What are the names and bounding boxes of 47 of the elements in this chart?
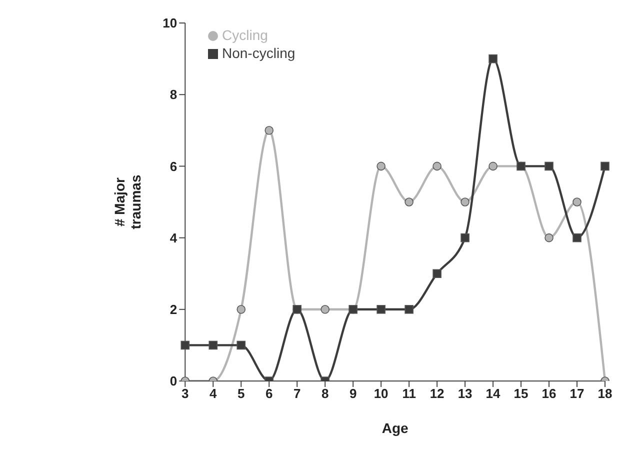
- point: [376, 162, 386, 171]
- point: [236, 340, 246, 350]
- y-tick-label: 0: [170, 374, 178, 389]
- point: [404, 305, 414, 314]
- x-tick-label: 10: [374, 386, 388, 402]
- x-tick-label: 14: [486, 386, 502, 402]
- y-tick-label: 8: [170, 87, 178, 102]
- point: [236, 305, 246, 314]
- point: [320, 305, 330, 314]
- x-tick-label: 6: [265, 386, 273, 402]
- point: [208, 340, 218, 350]
- y-axis-title: # Major traumas: [111, 174, 144, 230]
- x-tick-label: 9: [349, 386, 357, 402]
- point: [180, 340, 190, 350]
- x-tick-label: 18: [598, 386, 612, 402]
- point: [432, 269, 442, 278]
- x-tick-label: 17: [570, 386, 584, 402]
- x-axis-title: Age: [382, 420, 409, 436]
- x-tick-label: 15: [514, 386, 528, 402]
- x-tick-label: 11: [402, 386, 416, 402]
- legend-label: Cycling: [222, 27, 268, 43]
- point: [572, 198, 582, 206]
- point: [432, 162, 442, 171]
- point: [460, 233, 470, 242]
- y-tick-label: 4: [170, 230, 178, 246]
- y-tick-label: 6: [170, 158, 178, 174]
- y-tick-label: 10: [162, 16, 178, 31]
- point: [460, 198, 470, 206]
- x-tick-label: 12: [430, 386, 444, 402]
- x-tick-label: 13: [458, 386, 472, 402]
- point: [488, 162, 498, 171]
- point: [404, 198, 414, 206]
- legend-label: Non-cycling: [222, 45, 296, 61]
- point: [488, 54, 498, 64]
- point: [376, 305, 386, 314]
- x-tick-label: 7: [293, 386, 301, 402]
- point: [264, 126, 274, 135]
- point: [572, 233, 582, 242]
- x-tick-label: 4: [210, 386, 218, 402]
- x-tick-label: 3: [182, 386, 189, 402]
- x-tick-label: 16: [542, 386, 556, 402]
- x-tick-label: 5: [238, 386, 245, 402]
- point: [544, 233, 554, 242]
- y-tick-label: 2: [170, 302, 178, 318]
- point: [544, 162, 554, 171]
- point: [600, 162, 610, 171]
- x-tick-label: 8: [321, 386, 329, 402]
